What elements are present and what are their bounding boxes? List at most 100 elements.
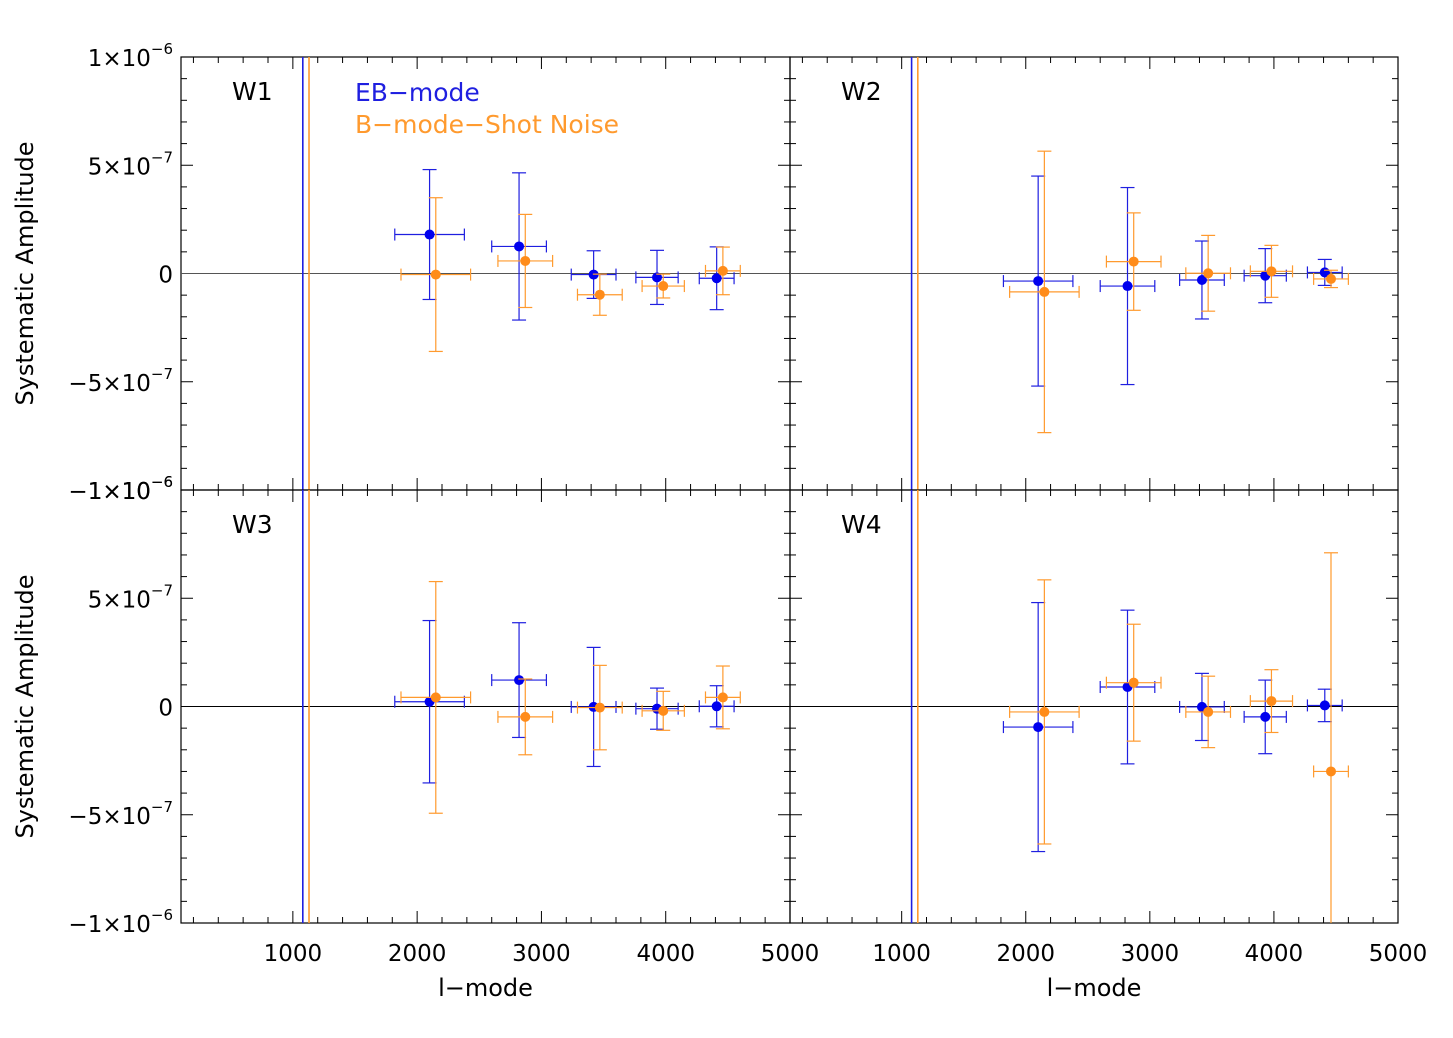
- data-point: [717, 692, 728, 703]
- data-point: [1128, 677, 1139, 688]
- data-point: [711, 273, 722, 284]
- data-point: [1325, 273, 1336, 284]
- data-point: [1128, 256, 1139, 267]
- x-tick-label-4000: 4000: [1245, 941, 1304, 967]
- x-tick-label-3000: 3000: [512, 941, 571, 967]
- point-b-4: [704, 665, 741, 730]
- data-point: [430, 692, 441, 703]
- data-point: [1266, 266, 1277, 277]
- data-point: [520, 255, 531, 266]
- x-tick-label-1000: 1000: [264, 941, 323, 967]
- point-eb-0: [394, 168, 465, 301]
- data-point: [514, 241, 525, 252]
- point-b-3: [641, 273, 685, 299]
- data-point: [514, 675, 525, 686]
- y-tick-mantissa: 5×10: [88, 154, 151, 180]
- point-eb-0: [1002, 601, 1074, 853]
- data-point: [717, 265, 728, 276]
- y-axis-label: Systematic Amplitude: [11, 574, 39, 838]
- point-eb-2: [1179, 240, 1225, 320]
- point-eb-1: [491, 172, 548, 321]
- data-point: [594, 702, 605, 713]
- point-eb-0: [1002, 175, 1074, 387]
- data-point: [1039, 286, 1050, 297]
- x-tick-label-1000: 1000: [872, 941, 931, 967]
- data-point: [658, 281, 669, 292]
- data-point: [1033, 276, 1044, 287]
- point-eb-4: [698, 685, 735, 728]
- panel-w1: W11×10−65×10−70−5×10−7−1×10−6Systematic …: [11, 40, 791, 505]
- data-point: [1325, 766, 1336, 777]
- legend: EB−mode B−mode−Shot Noise: [355, 78, 619, 139]
- point-b-1: [1105, 212, 1162, 311]
- point-b-1: [497, 213, 554, 309]
- panel-label: W2: [841, 77, 882, 106]
- x-tick-label-5000: 5000: [761, 941, 820, 967]
- data-point: [658, 705, 669, 716]
- point-b-0: [400, 580, 472, 814]
- x-tick-label-5000: 5000: [1369, 941, 1428, 967]
- y-tick-mantissa: 1×10: [88, 479, 151, 505]
- y-axis-label: Systematic Amplitude: [11, 141, 39, 405]
- point-b-3: [1249, 244, 1294, 298]
- y-tick-label-5e-7: 5×10−7: [88, 148, 173, 180]
- y-tick-mantissa: 0: [158, 263, 173, 289]
- data-point: [1122, 281, 1133, 292]
- data-point: [1039, 706, 1050, 717]
- data-point: [594, 289, 605, 300]
- point-b-2: [576, 664, 623, 751]
- x-tick-label-2000: 2000: [388, 941, 447, 967]
- y-tick-label-0: 0: [158, 263, 173, 289]
- y-tick-mantissa: 0: [158, 696, 173, 722]
- y-tick-label-0: 0: [158, 696, 173, 722]
- y-tick-label-5e-7: 5×10−7: [88, 581, 173, 613]
- panel-label: W3: [232, 510, 273, 539]
- y-tick-exponent: −7: [151, 581, 173, 599]
- y-tick-exponent: −7: [151, 365, 173, 383]
- y-tick-mantissa: 1×10: [88, 46, 151, 72]
- point-b-2: [576, 273, 623, 316]
- legend-eb-mode: EB−mode: [355, 78, 480, 107]
- data-point: [1319, 700, 1330, 711]
- point-eb-4: [1306, 688, 1343, 723]
- point-b-2: [1185, 675, 1232, 749]
- legend-b-mode-shot-noise: B−mode−Shot Noise: [355, 110, 619, 139]
- data-point: [1203, 268, 1214, 279]
- point-eb-3: [1243, 248, 1287, 304]
- point-b-0: [400, 197, 472, 353]
- data-point: [1260, 711, 1271, 722]
- data-point: [430, 269, 441, 280]
- data-point: [711, 701, 722, 712]
- x-tick-label-2000: 2000: [996, 941, 1055, 967]
- data-point: [1196, 274, 1207, 285]
- y-tick-label--0-000001: −1×10−6: [68, 473, 173, 505]
- point-b-2: [1185, 234, 1232, 312]
- y-tick-label-0-000001: 1×10−6: [88, 473, 173, 505]
- panel-w2: W2: [789, 56, 1399, 491]
- y-tick-exponent: −6: [151, 906, 173, 924]
- point-eb-0: [394, 619, 465, 784]
- point-b-4: [1313, 269, 1349, 289]
- data-point: [1033, 722, 1044, 733]
- data-point: [520, 711, 531, 722]
- panel-w4: W4 1000 2000 3000 4000 5000 l−mode: [789, 489, 1428, 1002]
- point-b-1: [497, 678, 554, 756]
- point-eb-1: [1099, 186, 1156, 386]
- y-tick-exponent: −7: [151, 148, 173, 166]
- y-tick-exponent: −6: [151, 473, 173, 491]
- y-tick-mantissa: −1×10: [68, 912, 150, 938]
- data-point: [1203, 706, 1214, 717]
- point-b-4: [1313, 552, 1349, 923]
- point-b-4: [704, 246, 741, 296]
- data-point: [1266, 696, 1277, 707]
- point-b-3: [641, 690, 685, 731]
- x-axis-label: l−mode: [1047, 974, 1142, 1002]
- point-eb-1: [1099, 609, 1156, 765]
- y-tick-exponent: −7: [151, 798, 173, 816]
- point-b-1: [1105, 623, 1162, 742]
- point-b-0: [1009, 150, 1080, 434]
- point-eb-3: [1243, 679, 1287, 755]
- y-tick-mantissa: −5×10: [68, 371, 150, 397]
- y-tick-mantissa: −1×10: [68, 479, 150, 505]
